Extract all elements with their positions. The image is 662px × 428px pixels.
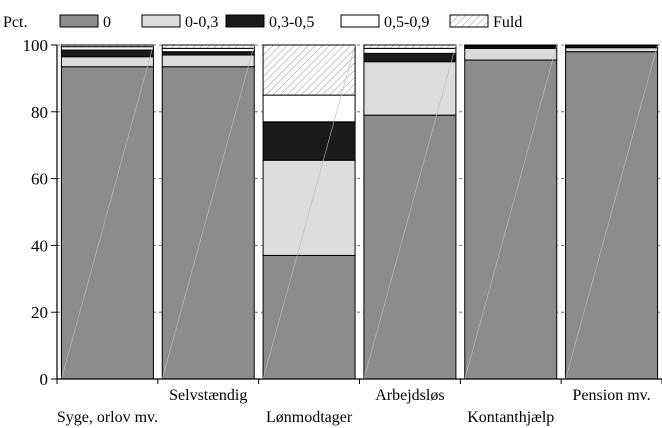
legend-swatch — [141, 14, 181, 28]
x-tick-label: Selvstændig — [169, 387, 247, 404]
y-axis-label: Pct. — [3, 14, 27, 31]
legend-item: Fuld — [449, 14, 522, 31]
axes — [51, 44, 662, 384]
bar-segment-3 — [363, 52, 457, 63]
bar-segment-5 — [262, 44, 356, 96]
bar-segment-3 — [262, 121, 356, 161]
legend-label: 0 — [103, 14, 111, 31]
bar-segment-2 — [464, 47, 558, 61]
y-tick-label: 100 — [23, 36, 49, 55]
bar-segment-2 — [161, 54, 255, 68]
legend-label: Fuld — [493, 14, 522, 31]
legend-swatch — [225, 14, 265, 28]
legend-swatch — [449, 14, 489, 28]
legend-item: 0 — [59, 14, 111, 31]
bar-stack — [565, 44, 659, 380]
bar-diagonal-artifact — [565, 44, 658, 380]
x-tick-label: Pension mv. — [573, 387, 651, 404]
bar-stack — [262, 44, 356, 380]
bar-diagonal-artifact — [161, 44, 255, 380]
bar-diagonal-artifact — [262, 44, 356, 380]
y-tick-label: 0 — [40, 370, 49, 389]
gridlines — [57, 44, 662, 313]
legend-label: 0-0,3 — [185, 14, 218, 31]
legend-item: 0,5-0,9 — [340, 14, 429, 31]
y-tick-label: 40 — [31, 236, 48, 255]
bar-segment-4 — [262, 94, 356, 123]
bar-segment-3 — [60, 49, 154, 58]
y-tick-labels: 0 20 40 60 80 100 — [23, 36, 49, 389]
bars — [60, 44, 659, 380]
legend: 0 0-0,3 0,3-0,5 0,5-0,9 Fuld — [59, 14, 522, 31]
bar-segment-4 — [161, 47, 255, 53]
legend-swatch — [340, 14, 380, 28]
legend-item: 0,3-0,5 — [225, 14, 314, 31]
bar-stack — [60, 44, 154, 380]
bar-stack — [363, 44, 457, 380]
bar-segment-2 — [60, 56, 154, 68]
bar-segment-4 — [60, 46, 154, 51]
legend-label: 0,5-0,9 — [384, 14, 429, 31]
bar-segment-2 — [363, 61, 457, 116]
y-tick-label: 80 — [31, 103, 48, 122]
y-tick-label: 60 — [31, 170, 48, 189]
bar-stack — [161, 44, 255, 380]
bar-segment-1 — [363, 114, 457, 380]
x-tick-labels: Syge, orlov mv. Selvstændig Lønmodtager Arb… — [57, 387, 651, 426]
legend-swatch — [59, 14, 99, 28]
bar-diagonal-artifact — [464, 44, 558, 380]
bar-segment-1 — [262, 254, 356, 380]
bar-segment-5 — [363, 44, 457, 49]
legend-item: 0-0,3 — [141, 14, 218, 31]
bar-segment-5 — [464, 44, 558, 47]
x-tick-label: Arbejdsløs — [375, 387, 444, 404]
x-tick-label: Syge, orlov mv. — [57, 409, 158, 426]
bar-segment-4 — [363, 47, 457, 54]
x-tick-label: Kontanthjælp — [467, 409, 554, 426]
bar-segment-1 — [161, 66, 255, 380]
bar-segment-2 — [262, 159, 356, 256]
bar-segment-5 — [60, 44, 154, 48]
bar-stack — [464, 44, 558, 380]
bar-segment-3 — [161, 51, 255, 56]
bar-segment-1 — [464, 59, 558, 380]
x-tick-label: Lønmodtager — [266, 409, 353, 426]
legend-label: 0,3-0,5 — [269, 14, 314, 31]
bar-diagonal-artifact — [61, 44, 154, 380]
bar-segment-2 — [565, 47, 659, 53]
bar-segment-5 — [161, 44, 255, 49]
bar-segment-1 — [60, 66, 154, 380]
y-tick-label: 20 — [31, 303, 48, 322]
bar-diagonal-artifact — [363, 44, 457, 380]
